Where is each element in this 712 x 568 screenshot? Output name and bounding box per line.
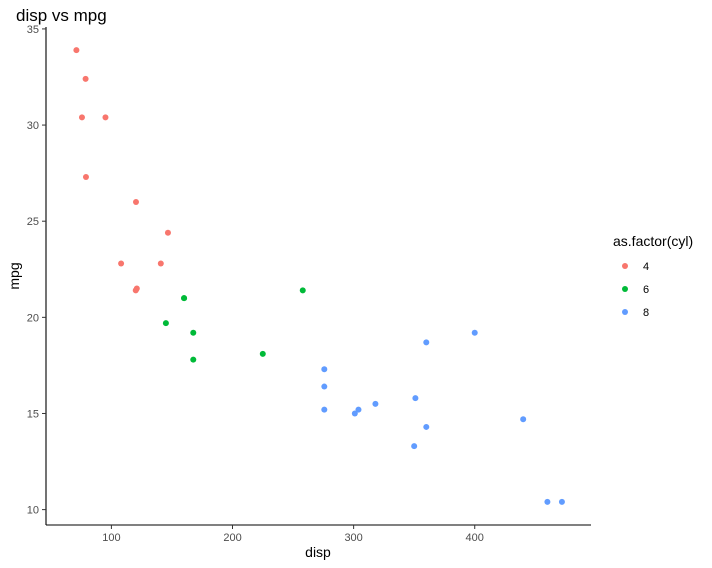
data-point-cyl-8-8 [351, 410, 358, 417]
data-point-cyl-8-9 [520, 416, 527, 423]
data-point-cyl-8-13 [544, 498, 551, 505]
data-point-cyl-6-4 [190, 329, 197, 336]
y-ticks: 10 15 20 25 30 35 [27, 24, 46, 517]
data-point-cyl-6-5 [259, 350, 266, 357]
data-point-cyl-6-1 [181, 295, 188, 302]
y-axis-title: mpg [6, 262, 22, 289]
data-point-cyl-6-3 [162, 320, 169, 327]
x-tick-label-300: 300 [344, 532, 362, 544]
data-point-cyl-6-6 [190, 356, 197, 363]
data-point-cyl-4-6 [164, 229, 171, 236]
data-point-cyl-8-11 [411, 443, 418, 450]
data-point-cyl-4-5 [132, 198, 139, 205]
data-point-cyl-8-10 [423, 423, 430, 430]
y-tick-label-20: 20 [27, 312, 39, 324]
data-point-cyl-8-4 [412, 395, 419, 402]
y-tick-label-30: 30 [27, 120, 39, 132]
data-point-cyl-4-8 [157, 260, 164, 267]
x-tick-label-400: 400 [466, 532, 484, 544]
legend-title: as.factor(cyl) [613, 233, 693, 249]
legend-label-6: 6 [643, 284, 649, 296]
data-point-cyl-4-3 [102, 114, 109, 121]
legend-key-4 [622, 263, 628, 269]
data-point-cyl-8-7 [355, 406, 362, 413]
legend: as.factor(cyl) 4 6 8 [613, 233, 693, 319]
data-point-cyl-4-1 [82, 75, 89, 82]
x-tick-label-200: 200 [223, 532, 241, 544]
data-point-cyl-8-12 [558, 498, 565, 505]
data-point-cyl-8-3 [321, 383, 328, 390]
data-point-cyl-4-0 [73, 47, 80, 54]
data-point-cyl-4-10 [132, 287, 139, 294]
data-point-cyl-8-2 [321, 366, 328, 373]
legend-key-6 [622, 286, 628, 292]
legend-key-8 [622, 309, 628, 315]
data-point-cyl-8-1 [423, 339, 430, 346]
y-tick-label-15: 15 [27, 408, 39, 420]
chart-title: disp vs mpg [16, 6, 107, 25]
x-ticks: 100 200 300 400 [102, 525, 484, 544]
legend-label-4: 4 [643, 261, 649, 273]
data-point-cyl-8-6 [321, 406, 328, 413]
x-tick-label-100: 100 [102, 532, 120, 544]
y-tick-label-25: 25 [27, 216, 39, 228]
data-point-cyl-8-0 [471, 329, 478, 336]
legend-label-8: 8 [643, 307, 649, 319]
y-tick-label-35: 35 [27, 24, 39, 36]
data-point-cyl-4-4 [82, 173, 89, 180]
data-point-cyl-4-7 [118, 260, 125, 267]
points-layer [73, 47, 565, 505]
legend-items: 4 6 8 [622, 261, 649, 319]
x-axis-title: disp [305, 544, 331, 560]
y-tick-label-10: 10 [27, 505, 39, 517]
data-point-cyl-8-5 [372, 400, 379, 407]
data-point-cyl-6-2 [299, 287, 306, 294]
data-point-cyl-4-2 [78, 114, 85, 121]
